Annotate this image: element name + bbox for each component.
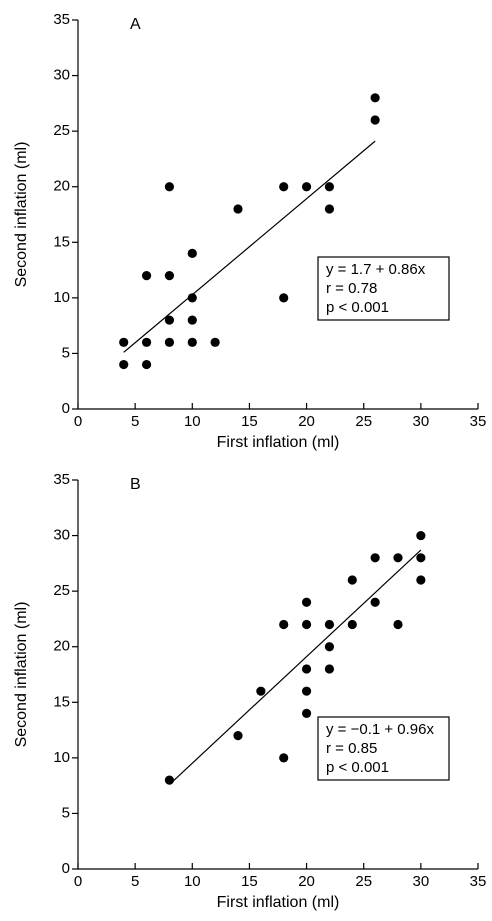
y-tick-label: 20 <box>53 638 70 655</box>
point <box>187 293 197 303</box>
annotation-text: y = 1.7 + 0.86x <box>326 261 426 278</box>
point <box>370 553 380 563</box>
x-tick-label: 0 <box>74 873 82 890</box>
point <box>187 248 197 258</box>
point <box>187 337 197 347</box>
point <box>119 337 129 347</box>
fit-line <box>169 549 422 785</box>
y-tick-label: 25 <box>53 122 70 139</box>
point <box>141 337 152 347</box>
y-tick-label: 20 <box>53 178 70 195</box>
y-tick-label: 10 <box>53 749 70 766</box>
y-tick-label: 15 <box>53 233 70 250</box>
y-tick-label: 5 <box>62 344 70 361</box>
panel-label: A <box>130 16 141 33</box>
point <box>301 708 312 719</box>
y-tick-label: 35 <box>53 471 70 488</box>
x-tick-label: 20 <box>298 413 315 430</box>
x-tick-label: 20 <box>298 873 315 890</box>
point <box>324 182 335 192</box>
y-tick-label: 30 <box>53 67 70 84</box>
point <box>279 753 289 763</box>
point <box>416 530 426 541</box>
y-tick-label: 25 <box>53 582 70 599</box>
point <box>324 664 335 674</box>
y-tick-label: 30 <box>53 527 70 544</box>
annotation-text: y = −0.1 + 0.96x <box>326 721 434 738</box>
point <box>233 731 243 741</box>
y-tick-label: 10 <box>53 289 70 306</box>
point <box>256 686 266 696</box>
point <box>210 337 220 347</box>
point <box>141 271 152 281</box>
y-tick-label: 15 <box>53 693 70 710</box>
point <box>370 115 380 125</box>
point <box>370 597 380 607</box>
x-tick-label: 35 <box>470 413 487 430</box>
point <box>279 619 289 630</box>
panel-label: B <box>130 476 141 493</box>
point <box>416 553 426 563</box>
y-axis-label: Second inflation (ml) <box>13 602 30 748</box>
point <box>393 619 403 630</box>
point <box>164 315 175 325</box>
y-tick-label: 0 <box>62 400 70 417</box>
fit-line <box>123 140 376 353</box>
x-axis-label: First inflation (ml) <box>217 894 340 911</box>
annotation-text: r = 0.85 <box>326 740 377 757</box>
point <box>141 359 152 370</box>
point <box>164 271 175 281</box>
point <box>416 575 426 585</box>
point <box>279 293 289 303</box>
annotation-text: p < 0.001 <box>326 299 389 316</box>
point <box>324 619 335 630</box>
x-tick-label: 5 <box>131 413 139 430</box>
point <box>301 664 312 674</box>
point <box>347 619 357 630</box>
point <box>164 337 175 347</box>
point <box>347 575 357 585</box>
point <box>301 686 312 696</box>
annotation-text: p < 0.001 <box>326 759 389 776</box>
x-tick-label: 25 <box>355 873 372 890</box>
point <box>301 619 312 630</box>
annotation-box <box>317 256 450 321</box>
y-tick-label: 5 <box>62 804 70 821</box>
point <box>164 182 175 192</box>
x-tick-label: 35 <box>470 873 487 890</box>
point <box>187 315 197 325</box>
point <box>370 93 380 103</box>
x-tick-label: 15 <box>241 413 258 430</box>
x-tick-label: 10 <box>184 413 201 430</box>
point <box>393 553 403 563</box>
annotation-text: r = 0.78 <box>326 280 377 297</box>
x-tick-label: 10 <box>184 873 201 890</box>
x-tick-label: 25 <box>355 413 372 430</box>
x-tick-label: 5 <box>131 873 139 890</box>
y-axis-label: Second inflation (ml) <box>13 142 30 288</box>
x-tick-label: 15 <box>241 873 258 890</box>
x-tick-label: 30 <box>413 873 430 890</box>
x-tick-label: 0 <box>74 413 82 430</box>
x-tick-label: 30 <box>413 413 430 430</box>
point <box>324 642 335 652</box>
y-tick-label: 0 <box>62 860 70 877</box>
annotation-box <box>317 716 450 781</box>
point <box>279 182 289 192</box>
y-tick-label: 35 <box>53 11 70 28</box>
point <box>324 204 335 214</box>
point <box>301 597 312 607</box>
point <box>119 359 129 370</box>
point <box>301 182 312 192</box>
point <box>164 775 175 785</box>
x-axis-label: First inflation (ml) <box>217 434 340 451</box>
point <box>233 204 243 214</box>
